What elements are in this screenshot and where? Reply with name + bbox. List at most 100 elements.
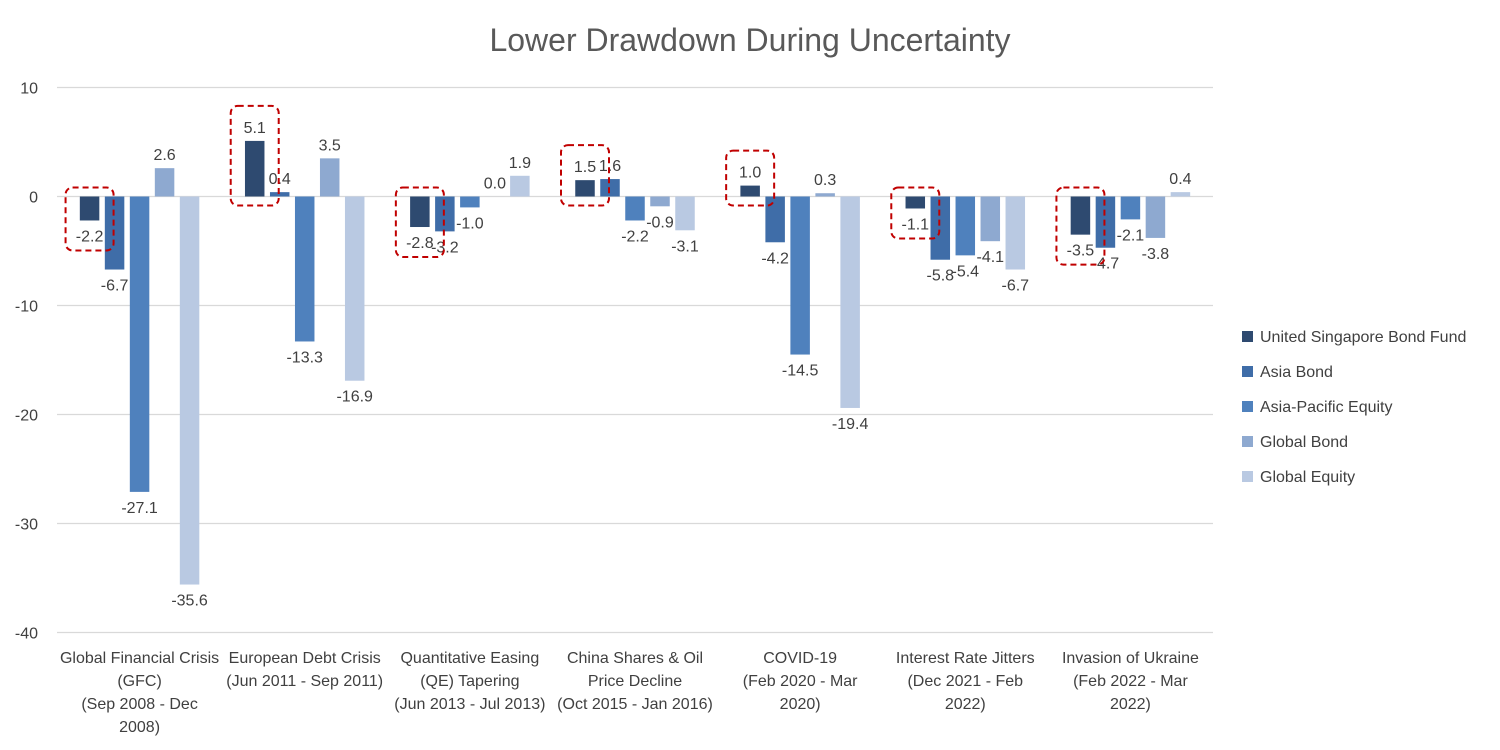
bar (129, 196, 150, 492)
category-label: COVID-19 (763, 650, 837, 667)
category-label: (Jun 2011 - Sep 2011) (226, 673, 383, 690)
bar (1170, 192, 1191, 197)
x-axis: Global Financial Crisis (GFC) (Sep 2008 - … (60, 650, 1199, 736)
category-label: Quantitative Easing (400, 650, 539, 667)
legend-label: Asia Bond (1260, 364, 1333, 381)
category-label: China Shares & Oil (567, 650, 703, 667)
data-label: -19.4 (832, 416, 869, 433)
data-label: 0.4 (1169, 171, 1191, 188)
bar (460, 196, 480, 208)
bar (905, 196, 926, 209)
data-label: -1.1 (901, 216, 929, 233)
data-label: -5.4 (951, 263, 979, 280)
highlight-box (1055, 186, 1106, 266)
data-label: -13.3 (286, 349, 323, 366)
bar (815, 193, 835, 197)
bar (955, 196, 976, 256)
bar (269, 192, 290, 197)
highlight-box (890, 186, 941, 240)
bar (179, 196, 200, 585)
bar (319, 158, 340, 197)
bar (625, 196, 645, 221)
data-label: -4.2 (761, 250, 789, 267)
legend-label: Global Equity (1260, 469, 1355, 486)
category-label: (Sep 2008 - Dec (81, 696, 198, 713)
y-axis: 10 0 -10 -20 -30 -40 (15, 81, 38, 643)
data-label: -16.9 (336, 389, 373, 406)
data-label: 0.0 (484, 176, 506, 193)
bar (575, 180, 595, 197)
legend-label: Global Bond (1260, 434, 1348, 451)
bar (244, 140, 265, 197)
bar (740, 185, 760, 197)
legend-swatch (1242, 366, 1253, 377)
category-label: Global Financial Crisis (60, 650, 219, 667)
bar (840, 196, 860, 408)
data-label: -6.7 (101, 278, 129, 295)
category-label: Interest Rate Jitters (896, 650, 1035, 667)
data-label: -35.6 (171, 593, 208, 610)
bar (410, 196, 430, 228)
data-label: 5.1 (244, 120, 266, 137)
highlight-box (394, 186, 445, 259)
legend-swatch (1242, 436, 1253, 447)
data-label: -1.0 (456, 215, 484, 232)
legend-label: Asia-Pacific Equity (1260, 399, 1393, 416)
data-label: -5.8 (926, 268, 954, 285)
bar (344, 196, 365, 381)
legend-swatch (1242, 331, 1253, 342)
bar (154, 168, 175, 197)
highlight-box (725, 149, 776, 207)
bar (1120, 196, 1141, 220)
y-tick-label: -20 (15, 408, 38, 425)
bar (1070, 196, 1091, 235)
legend-swatch (1242, 471, 1253, 482)
data-label: -2.8 (406, 235, 434, 252)
data-label: -4.7 (1092, 256, 1120, 273)
data-label: 0.3 (814, 172, 836, 189)
bar (510, 175, 530, 197)
highlight-box (560, 144, 610, 207)
data-label: -3.1 (671, 238, 699, 255)
category-label: (Jun 2013 - Jul 2013) (394, 696, 545, 713)
category-label: 2008) (119, 719, 160, 736)
category-label: Invasion of Ukraine (1062, 650, 1199, 667)
category-label: (GFC) (117, 673, 161, 690)
data-label: -3.5 (1067, 243, 1095, 260)
category-label: (Oct 2015 - Jan 2016) (557, 696, 713, 713)
y-tick-label: 10 (20, 81, 38, 98)
legend-swatch (1242, 401, 1253, 412)
data-label: -6.7 (1001, 278, 1029, 295)
bar (79, 196, 100, 221)
bar (980, 196, 1001, 242)
data-label: -14.5 (782, 363, 819, 380)
data-label: 3.5 (319, 137, 341, 154)
bar (790, 196, 810, 355)
data-label: 1.5 (574, 159, 596, 176)
y-tick-label: -40 (15, 626, 38, 643)
y-tick-label: 0 (29, 190, 38, 207)
category-label: (Feb 2022 - Mar (1073, 673, 1188, 690)
data-label: 1.0 (739, 165, 761, 182)
data-labels: -2.2 5.1 -2.8 1.5 1.0 -1.1 -3.5 -6.7 0.4 -3.2 1.6 -… (76, 120, 1192, 610)
bar (294, 196, 315, 342)
bar (930, 196, 951, 260)
bar (650, 196, 670, 207)
data-label: 1.6 (599, 158, 621, 175)
category-label: 2020) (780, 696, 821, 713)
data-label: -2.2 (76, 228, 104, 245)
category-label: (QE) Tapering (420, 673, 519, 690)
legend: United Singapore Bond Fund Asia Bond Asia-… (1242, 329, 1466, 486)
category-label: 2022) (945, 696, 986, 713)
bar (1005, 196, 1026, 270)
data-label: -4.1 (976, 249, 1004, 266)
category-label: Price Decline (588, 673, 682, 690)
bar (675, 196, 695, 231)
legend-label: United Singapore Bond Fund (1260, 329, 1466, 346)
highlight-box (64, 186, 115, 252)
y-tick-label: -30 (15, 517, 38, 534)
data-label: -3.8 (1142, 246, 1170, 263)
data-label: -2.2 (621, 228, 649, 245)
category-label: (Dec 2021 - Feb (907, 673, 1023, 690)
